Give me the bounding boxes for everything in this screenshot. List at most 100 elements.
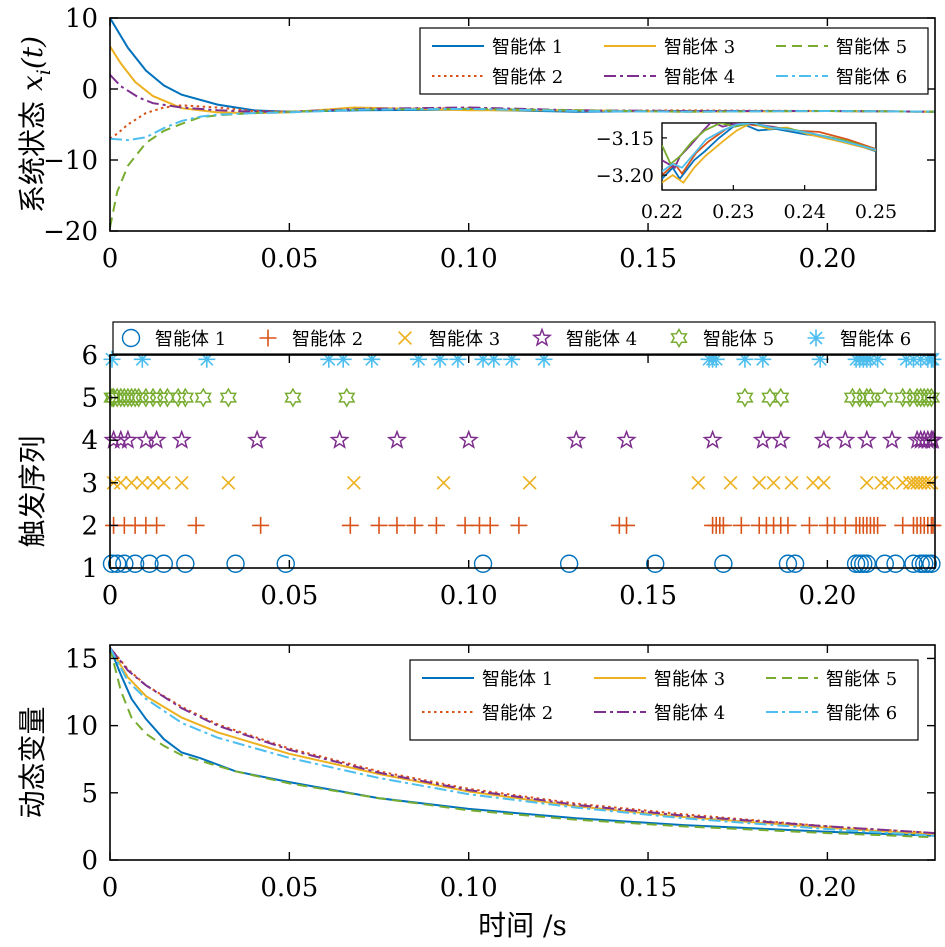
legend-label-agent-2: 智能体 2 [482, 703, 553, 724]
x-tick-label: 0.05 [260, 581, 318, 611]
inset-y-tick-label: −3.15 [596, 128, 654, 150]
y-tick-label: 3 [81, 469, 98, 499]
trigger-marker-agent-4 [856, 429, 877, 449]
y-tick-label: −20 [43, 217, 98, 247]
trigger-marker-agent-1 [785, 554, 805, 573]
trigger-marker-agent-3 [766, 475, 781, 490]
trigger-marker-agent-2 [406, 516, 424, 534]
trigger-marker-agent-3 [913, 475, 928, 490]
legend-marker-agent-4 [531, 327, 553, 347]
trigger-marker-agent-2 [370, 516, 388, 534]
trigger-marker-agent-1 [102, 554, 122, 573]
x-tick-label: 0.15 [619, 244, 677, 274]
trigger-marker-agent-3 [174, 475, 189, 490]
trigger-marker-agent-1 [140, 554, 159, 573]
x-axis-label: 时间 /s [478, 909, 567, 942]
y-tick-label: 10 [65, 712, 98, 742]
trigger-marker-agent-5 [176, 387, 194, 408]
trigger-marker-agent-1 [154, 554, 174, 573]
y-tick-label: 0 [81, 846, 98, 876]
trigger-marker-agent-6 [103, 350, 121, 368]
trigger-marker-agent-2 [427, 516, 445, 534]
legend-label-agent-4: 智能体 4 [566, 329, 637, 350]
trigger-marker-agent-4 [171, 429, 192, 449]
trigger-marker-agent-6 [535, 350, 553, 368]
x-tick-label: 0 [102, 873, 119, 903]
inset-series-group [662, 123, 876, 184]
x-tick-label: 0 [102, 581, 119, 611]
trigger-marker-agent-1 [226, 554, 245, 573]
trigger-marker-agent-3 [910, 475, 925, 490]
x-tick-label: 0.10 [440, 244, 498, 274]
trigger-marker-agent-1 [714, 554, 733, 573]
trigger-marker-agent-2 [800, 516, 818, 534]
legend-label-agent-3: 智能体 3 [654, 669, 725, 690]
trigger-marker-agent-2 [148, 516, 166, 534]
trigger-marker-agent-1 [846, 554, 866, 573]
series-line-agent-4 [110, 647, 935, 835]
trigger-marker-agent-2 [618, 516, 636, 534]
trigger-marker-agent-3 [895, 475, 910, 490]
x-tick-label: 0 [102, 244, 119, 274]
x-tick-label: 0.15 [619, 873, 677, 903]
trigger-marker-agent-3 [522, 475, 537, 490]
y-tick-label: 0 [81, 75, 98, 105]
state-chart: 0 0.05 0.10 0.15 0.20 10 0 −10 −20 系统状态 xi(t) 智能体 1… [16, 4, 936, 274]
inset-line-agent-6 [662, 123, 876, 173]
trigger-marker-agent-3 [917, 475, 932, 490]
trigger-marker-agent-1 [904, 554, 923, 573]
trigger-marker-agent-3 [156, 475, 171, 490]
trigger-marker-agent-1 [911, 554, 930, 573]
trigger-marker-agent-2 [481, 516, 499, 534]
y-tick-label: 15 [65, 644, 98, 674]
y-axis-label-var: x [16, 75, 49, 91]
y-axis-label: 动态变量 [16, 706, 49, 818]
y-tick-label: 2 [81, 511, 98, 541]
x-tick-label: 0.15 [619, 581, 677, 611]
legend-marker-agent-2 [259, 329, 277, 347]
trigger-marker-agent-1 [850, 554, 869, 573]
trigger-marker-agent-5 [772, 387, 790, 408]
trigger-marker-agent-3 [124, 475, 139, 490]
trigger-marker-agent-1 [115, 554, 134, 573]
trigger-marker-agent-3 [221, 475, 236, 490]
trigger-marker-agent-6 [754, 350, 772, 368]
trigger-marker-agent-2 [779, 516, 797, 534]
trigger-marker-agent-4 [922, 429, 944, 449]
y-tick-label: 1 [81, 554, 98, 584]
trigger-marker-agent-1 [125, 554, 145, 573]
trigger-marker-agent-5 [151, 387, 169, 408]
legend-label-agent-4: 智能体 4 [664, 67, 735, 88]
trigger-marker-agent-6 [707, 350, 725, 368]
x-tick-label: 0.20 [798, 873, 856, 903]
series-line-agent-6 [110, 107, 935, 142]
trigger-marker-agent-1 [646, 554, 665, 573]
legend-label-agent-5: 智能体 5 [703, 329, 774, 350]
legend-label-agent-3: 智能体 3 [664, 37, 735, 58]
trigger-marker-agent-2 [341, 516, 359, 534]
trigger-marker-agent-2 [187, 516, 205, 534]
legend-label-agent-1: 智能体 1 [155, 329, 226, 350]
trigger-marker-agent-3 [874, 475, 889, 490]
y-axis-label-text: 系统状态 [16, 101, 49, 213]
trigger-marker-agent-5 [876, 387, 894, 408]
trigger-marker-agent-4 [702, 429, 723, 449]
trigger-marker-agent-5 [169, 387, 187, 408]
trigger-marker-agent-6 [320, 350, 338, 368]
trigger-marker-agent-1 [857, 554, 877, 573]
legend-label-agent-6: 智能体 6 [836, 67, 907, 88]
inset-line-agent-3 [662, 123, 876, 184]
trigger-marker-agent-4 [770, 429, 791, 449]
y-tick-label: 6 [81, 341, 98, 371]
trigger-marker-agent-3 [146, 475, 160, 490]
series-group [110, 647, 935, 839]
y-tick-label: 10 [65, 4, 98, 34]
legend-label-agent-2: 智能体 2 [492, 67, 563, 88]
x-tick-label: 0.20 [798, 244, 856, 274]
y-tick-label: 4 [81, 426, 98, 456]
trigger-marker-agent-4 [566, 429, 587, 449]
trigger-marker-agent-1 [875, 554, 894, 573]
trigger-marker-agent-1 [276, 554, 295, 573]
trigger-marker-agent-6 [133, 350, 151, 368]
